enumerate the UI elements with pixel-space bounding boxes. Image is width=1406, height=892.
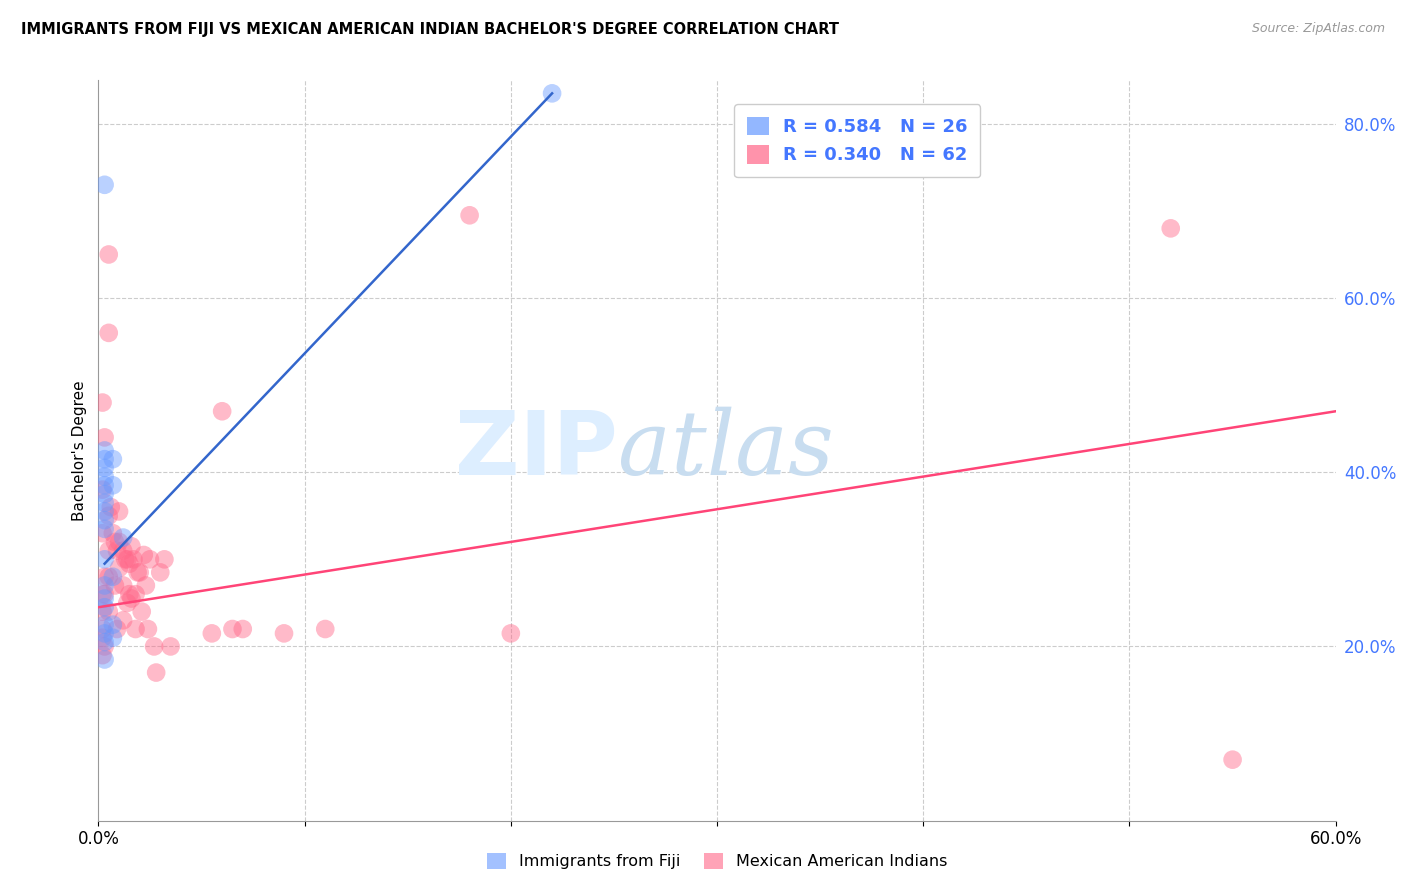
Point [93, 626, 115, 640]
Point [132, 548, 155, 562]
Point [201, 626, 224, 640]
Point [93, 430, 115, 444]
Point [1160, 221, 1182, 235]
Point [136, 622, 159, 636]
Point [97, 247, 120, 261]
Point [91, 526, 114, 541]
Point [104, 578, 127, 592]
Point [93, 570, 115, 584]
Point [143, 640, 166, 654]
Point [93, 640, 115, 654]
Point [93, 591, 115, 606]
Point [101, 452, 124, 467]
Point [93, 617, 115, 632]
Point [128, 566, 150, 580]
Point [149, 566, 172, 580]
Point [93, 443, 115, 458]
Point [211, 404, 233, 418]
Point [127, 566, 149, 580]
Text: IMMIGRANTS FROM FIJI VS MEXICAN AMERICAN INDIAN BACHELOR'S DEGREE CORRELATION CH: IMMIGRANTS FROM FIJI VS MEXICAN AMERICAN… [21, 22, 839, 37]
Point [93, 522, 115, 536]
Point [499, 626, 522, 640]
Point [1222, 753, 1244, 767]
Point [97, 508, 120, 523]
Point [273, 626, 295, 640]
Point [93, 496, 115, 510]
Point [112, 531, 135, 545]
Point [105, 622, 128, 636]
Point [118, 587, 141, 601]
Point [93, 504, 115, 518]
Point [153, 552, 176, 566]
Point [221, 622, 243, 636]
Point [139, 552, 162, 566]
Point [97, 326, 120, 340]
Point [135, 578, 157, 592]
Point [91, 587, 114, 601]
Point [93, 469, 115, 483]
Point [112, 543, 135, 558]
Point [108, 535, 131, 549]
Point [120, 539, 142, 553]
Point [145, 665, 167, 680]
Point [93, 587, 115, 601]
Point [458, 208, 481, 222]
Point [105, 543, 128, 558]
Point [108, 561, 131, 575]
Point [93, 635, 115, 649]
Point [117, 596, 139, 610]
Point [97, 570, 120, 584]
Point [93, 461, 115, 475]
Point [91, 648, 114, 662]
Text: atlas: atlas [619, 407, 834, 494]
Point [93, 552, 115, 566]
Point [120, 591, 142, 606]
Point [104, 535, 127, 549]
Point [93, 513, 115, 527]
Point [124, 587, 146, 601]
Point [91, 605, 114, 619]
Legend: Immigrants from Fiji, Mexican American Indians: Immigrants from Fiji, Mexican American I… [481, 847, 953, 876]
Point [93, 478, 115, 492]
Point [93, 652, 115, 666]
Point [101, 631, 124, 645]
Point [101, 478, 124, 492]
Point [101, 570, 124, 584]
Point [101, 617, 124, 632]
Point [93, 487, 115, 501]
Point [100, 500, 122, 514]
Point [122, 552, 145, 566]
Point [117, 552, 139, 566]
Text: ZIP: ZIP [456, 407, 619, 494]
Point [112, 613, 135, 627]
Point [91, 395, 114, 409]
Point [93, 178, 115, 192]
Point [93, 578, 115, 592]
Point [131, 605, 153, 619]
Point [541, 87, 564, 101]
Point [91, 622, 114, 636]
Point [97, 543, 120, 558]
Point [91, 483, 114, 497]
Y-axis label: Bachelor's Degree: Bachelor's Degree [72, 380, 87, 521]
Point [97, 605, 120, 619]
Point [159, 640, 181, 654]
Point [93, 600, 115, 615]
Point [91, 631, 114, 645]
Point [232, 622, 254, 636]
Point [314, 622, 336, 636]
Point [101, 526, 124, 541]
Text: Source: ZipAtlas.com: Source: ZipAtlas.com [1251, 22, 1385, 36]
Point [124, 622, 146, 636]
Point [114, 552, 136, 566]
Point [108, 504, 131, 518]
Point [112, 578, 135, 592]
Point [93, 452, 115, 467]
Point [118, 557, 141, 571]
